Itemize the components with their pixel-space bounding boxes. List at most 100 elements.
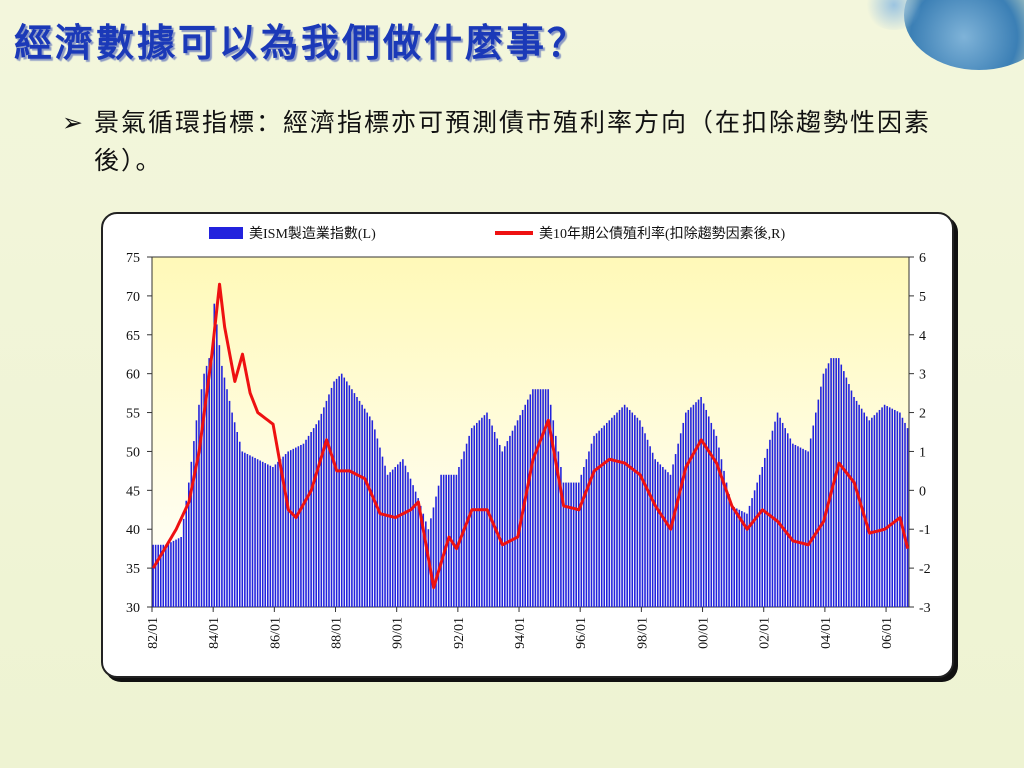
ism-bar — [577, 482, 580, 607]
ism-bar — [572, 482, 575, 607]
ism-bar — [539, 389, 542, 607]
ism-bar — [210, 350, 213, 607]
ism-bar — [422, 513, 425, 607]
x-tick-label: 02/01 — [758, 617, 773, 649]
ism-bar — [496, 438, 498, 607]
ism-bar — [419, 505, 422, 607]
ism-bar — [389, 472, 391, 607]
ism-bar — [468, 435, 470, 607]
ism-bar — [664, 469, 667, 607]
ism-bar — [478, 420, 481, 607]
ism-bar — [786, 433, 789, 607]
ism-bar — [830, 358, 832, 607]
ism-bar — [705, 409, 707, 607]
ism-bar — [279, 459, 282, 607]
ism-bar — [751, 498, 753, 607]
right-tick-label: 5 — [919, 290, 926, 305]
ism-bar — [473, 425, 476, 607]
ism-bar — [182, 518, 185, 607]
ism-bar — [761, 467, 764, 607]
ism-bar — [797, 446, 799, 607]
ism-bar — [735, 508, 738, 607]
ism-bar — [162, 544, 165, 607]
ism-bar — [899, 412, 901, 607]
ism-bar — [662, 467, 664, 607]
ism-bar — [876, 412, 878, 607]
ism-bar — [264, 463, 267, 607]
ism-bar — [567, 482, 570, 607]
right-tick-label: 6 — [919, 251, 926, 266]
ism-bar — [236, 432, 238, 607]
ism-bar — [455, 474, 458, 607]
ism-bar — [231, 412, 233, 607]
ism-bar — [498, 444, 501, 607]
ism-bar — [470, 428, 473, 607]
ism-bar — [837, 358, 840, 607]
ism-bar — [687, 409, 690, 607]
ism-bar — [343, 377, 346, 607]
ism-bar — [715, 435, 718, 607]
ism-bar — [672, 464, 674, 607]
ism-bar — [396, 464, 399, 607]
left-tick-label: 35 — [126, 562, 140, 577]
ism-bar — [766, 448, 769, 607]
ism-bar — [152, 544, 154, 607]
ism-bar — [618, 409, 621, 607]
legend-label-ism: 美ISM製造業指數(L) — [249, 226, 376, 242]
ism-bar — [547, 389, 549, 607]
ism-bar — [481, 417, 483, 607]
ism-bar — [376, 438, 379, 607]
ism-bar — [185, 500, 188, 607]
ism-bar — [213, 303, 216, 607]
ism-bar — [685, 412, 687, 607]
ism-bar — [340, 373, 343, 607]
ism-bar — [297, 446, 300, 607]
ism-bar — [733, 507, 736, 607]
x-tick-label: 04/01 — [819, 617, 834, 649]
ism-bar — [425, 521, 427, 607]
ism-bar — [845, 377, 848, 607]
ism-bar — [363, 408, 366, 607]
ism-bar — [639, 420, 641, 607]
ism-bar — [404, 465, 407, 607]
ism-bar — [509, 435, 511, 607]
ism-bar — [552, 420, 555, 607]
ism-bar — [654, 459, 656, 607]
ism-bar — [391, 469, 394, 607]
ism-bar — [289, 450, 292, 607]
ism-bar — [282, 456, 284, 607]
legend-bar-swatch — [209, 227, 243, 239]
ism-bar — [325, 400, 328, 607]
ism-bar — [208, 358, 210, 607]
ism-bar — [246, 454, 249, 607]
ism-bar — [320, 413, 323, 607]
left-tick-label: 55 — [126, 407, 140, 422]
ism-bar — [414, 491, 417, 607]
ism-bar — [855, 400, 858, 607]
ism-bar — [583, 467, 585, 607]
ism-bar — [789, 438, 792, 607]
ism-bar — [440, 474, 442, 607]
ism-bar — [458, 467, 460, 607]
ism-bar — [366, 412, 368, 607]
ism-bar — [272, 467, 274, 607]
ism-bar — [603, 425, 606, 607]
ism-bar — [534, 389, 537, 607]
ism-bar — [700, 397, 702, 607]
left-tick-label: 45 — [126, 484, 140, 499]
ism-bar — [165, 544, 167, 607]
ism-bar — [267, 464, 269, 607]
ism-bar — [669, 474, 672, 607]
ism-bar — [843, 371, 845, 607]
ism-bar — [562, 482, 565, 607]
ism-bar — [871, 417, 873, 607]
ism-bar — [277, 461, 279, 607]
ism-bar — [223, 377, 226, 607]
left-axis-ticks: 75 70 65 60 55 50 45 40 35 30 — [126, 251, 152, 616]
ism-bar — [677, 443, 679, 607]
arrow-bullet-icon: ➢ — [62, 108, 83, 137]
ism-bar — [526, 399, 529, 607]
ism-bar — [241, 451, 244, 607]
ism-bar — [634, 415, 636, 607]
ism-bar — [335, 378, 338, 607]
